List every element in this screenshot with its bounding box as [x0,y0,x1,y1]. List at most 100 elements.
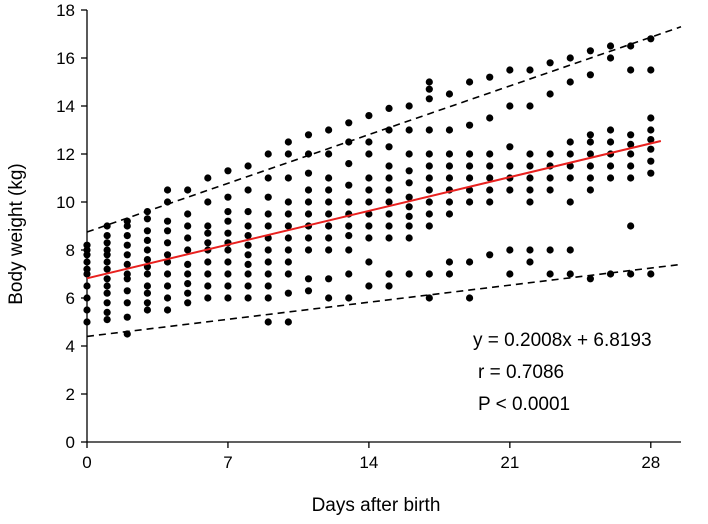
data-point [244,186,252,194]
data-point [365,174,373,182]
data-point [325,126,333,134]
data-point [103,289,111,297]
data-point [123,270,131,278]
data-point [385,174,393,182]
data-point [103,222,111,230]
data-point [445,258,454,266]
data-point [486,251,494,259]
data-point [465,162,474,170]
data-point [365,138,373,146]
data-point [647,35,655,43]
y-tick-label: 10 [56,193,75,212]
data-point [304,150,313,158]
data-point [284,258,292,266]
data-point [184,234,192,242]
data-point [204,239,212,247]
data-point [184,260,192,268]
data-point [163,239,172,247]
data-point [325,294,333,302]
data-point [163,306,172,314]
data-point [606,54,615,62]
data-point [586,131,594,139]
data-point [445,198,454,206]
data-point [425,174,433,182]
data-point [123,287,131,295]
data-point [163,227,172,235]
data-point [163,270,172,278]
data-point [264,193,272,201]
data-point [143,306,152,314]
data-point [264,258,272,266]
data-point [506,186,514,194]
data-point [224,217,232,225]
data-point [143,289,152,297]
data-point [244,232,252,240]
data-point [566,54,574,62]
data-point [647,66,655,74]
data-point [506,246,514,254]
data-point [486,73,494,81]
data-point [506,162,514,170]
data-point [244,162,252,170]
data-point [385,104,393,112]
data-point [465,198,474,206]
data-point [425,95,433,103]
data-point [586,174,594,182]
data-point [425,78,433,86]
data-point [184,210,192,218]
data-point [284,289,292,297]
data-point [606,138,615,146]
data-point [264,294,272,302]
data-point [204,222,212,230]
data-point [284,318,292,326]
data-point [445,150,454,158]
data-point [506,102,514,110]
data-point [546,174,554,182]
regression-line-group [86,140,662,280]
data-point [204,282,212,290]
data-point [123,251,131,259]
data-point [184,289,192,297]
data-point [325,174,333,182]
data-point [83,318,91,326]
data-point [365,258,373,266]
data-point [103,265,111,273]
data-point [325,210,333,218]
data-point [425,222,433,230]
data-point [83,282,91,290]
data-point [143,282,152,290]
data-point [486,150,494,158]
data-point [325,234,333,242]
data-point [224,167,232,175]
y-tick-label: 14 [56,97,75,116]
data-point [284,234,292,242]
data-point [83,265,91,273]
data-points [83,35,655,338]
data-point [204,258,212,266]
data-point [385,186,393,194]
data-point [405,193,413,201]
data-point [405,102,413,110]
data-point [385,198,393,206]
data-point [224,208,232,216]
data-point [184,280,192,288]
data-point [163,294,172,302]
y-tick-label: 4 [66,337,75,356]
data-point [184,270,192,278]
data-point [425,210,433,218]
data-point [445,162,454,170]
data-point [143,215,152,223]
data-point [526,246,534,254]
data-point [224,270,232,278]
data-point [465,78,474,86]
data-point [526,66,534,74]
data-point [163,198,172,206]
data-point [244,251,252,259]
data-point [163,186,172,194]
data-point [264,222,272,230]
data-point [143,208,152,216]
data-point [184,246,192,254]
data-point [103,258,111,266]
data-point [345,294,353,302]
